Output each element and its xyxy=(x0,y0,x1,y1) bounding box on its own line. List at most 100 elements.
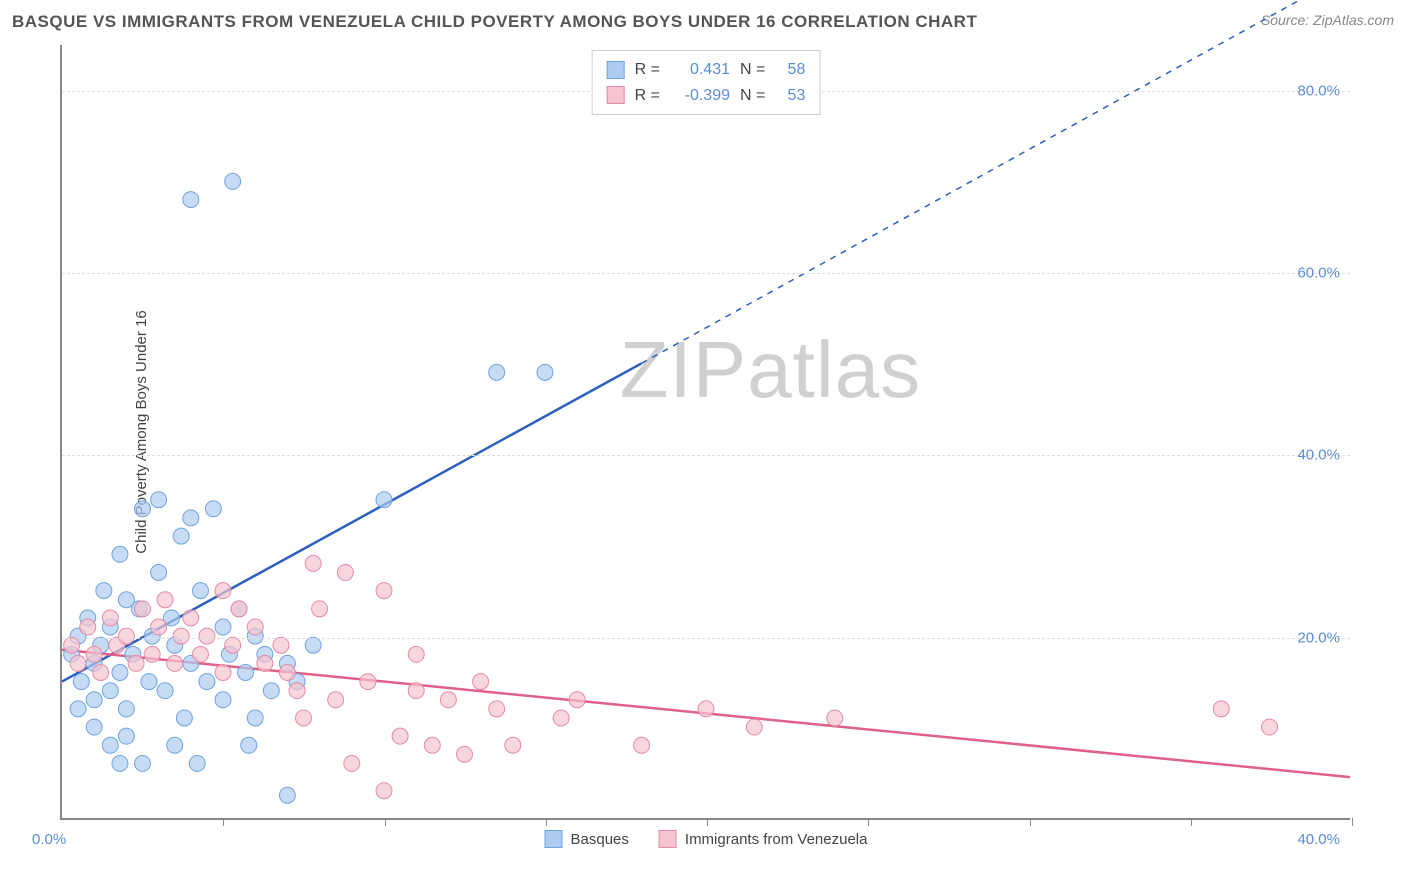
data-point xyxy=(86,692,102,708)
source-attribution: Source: ZipAtlas.com xyxy=(1261,12,1394,28)
x-tick xyxy=(1191,818,1192,826)
data-point xyxy=(263,683,279,699)
data-point xyxy=(225,637,241,653)
n-label: N = xyxy=(740,57,765,83)
data-point xyxy=(205,501,221,517)
x-tick xyxy=(707,818,708,826)
data-point xyxy=(96,583,112,599)
data-point xyxy=(183,510,199,526)
data-point xyxy=(505,737,521,753)
data-point xyxy=(1262,719,1278,735)
gridline xyxy=(62,273,1350,274)
x-tick xyxy=(868,818,869,826)
data-point xyxy=(151,564,167,580)
data-point xyxy=(634,737,650,753)
data-point xyxy=(199,674,215,690)
data-point xyxy=(141,674,157,690)
data-point xyxy=(167,655,183,671)
data-point xyxy=(70,701,86,717)
x-tick xyxy=(223,818,224,826)
data-point xyxy=(440,692,456,708)
x-tick xyxy=(385,818,386,826)
x-tick xyxy=(546,818,547,826)
legend-swatch xyxy=(659,830,677,848)
data-point xyxy=(279,665,295,681)
header: BASQUE VS IMMIGRANTS FROM VENEZUELA CHIL… xyxy=(12,12,1394,32)
data-point xyxy=(86,646,102,662)
chart-title: BASQUE VS IMMIGRANTS FROM VENEZUELA CHIL… xyxy=(12,12,977,32)
r-label: R = xyxy=(635,83,660,109)
n-value: 53 xyxy=(775,83,805,109)
data-point xyxy=(337,564,353,580)
data-point xyxy=(360,674,376,690)
r-value: -0.399 xyxy=(670,83,730,109)
data-point xyxy=(118,728,134,744)
legend-label: Basques xyxy=(571,831,629,848)
legend-item: Basques xyxy=(545,830,629,848)
legend-swatch xyxy=(545,830,563,848)
data-point xyxy=(392,728,408,744)
data-point xyxy=(199,628,215,644)
legend-label: Immigrants from Venezuela xyxy=(685,831,868,848)
data-point xyxy=(305,555,321,571)
data-point xyxy=(135,601,151,617)
data-point xyxy=(257,655,273,671)
data-point xyxy=(241,737,257,753)
data-point xyxy=(64,637,80,653)
data-point xyxy=(183,192,199,208)
data-point xyxy=(225,173,241,189)
x-tick xyxy=(1030,818,1031,826)
legend-item: Immigrants from Venezuela xyxy=(659,830,868,848)
data-point xyxy=(457,746,473,762)
data-point xyxy=(489,364,505,380)
stats-row: R = -0.399 N = 53 xyxy=(607,83,806,109)
data-point xyxy=(289,683,305,699)
data-point xyxy=(231,601,247,617)
n-label: N = xyxy=(740,83,765,109)
data-point xyxy=(215,583,231,599)
data-point xyxy=(376,583,392,599)
data-point xyxy=(746,719,762,735)
data-point xyxy=(305,637,321,653)
data-point xyxy=(151,492,167,508)
data-point xyxy=(118,628,134,644)
data-point xyxy=(215,665,231,681)
data-point xyxy=(279,787,295,803)
data-point xyxy=(151,619,167,635)
chart-svg xyxy=(62,45,1350,818)
data-point xyxy=(247,710,263,726)
data-point xyxy=(473,674,489,690)
n-value: 58 xyxy=(775,57,805,83)
data-point xyxy=(192,583,208,599)
gridline xyxy=(62,455,1350,456)
data-point xyxy=(173,628,189,644)
data-point xyxy=(86,719,102,735)
data-point xyxy=(215,692,231,708)
data-point xyxy=(344,755,360,771)
data-point xyxy=(102,683,118,699)
data-point xyxy=(328,692,344,708)
data-point xyxy=(698,701,714,717)
y-tick-label: 80.0% xyxy=(1297,82,1340,99)
data-point xyxy=(167,737,183,753)
series-swatch xyxy=(607,61,625,79)
data-point xyxy=(189,755,205,771)
data-point xyxy=(128,655,144,671)
data-point xyxy=(489,701,505,717)
data-point xyxy=(157,592,173,608)
data-point xyxy=(376,783,392,799)
data-point xyxy=(70,655,86,671)
y-tick-label: 20.0% xyxy=(1297,629,1340,646)
data-point xyxy=(93,665,109,681)
stats-row: R =0.431N =58 xyxy=(607,57,806,83)
data-point xyxy=(569,692,585,708)
y-tick-label: 60.0% xyxy=(1297,264,1340,281)
data-point xyxy=(118,701,134,717)
data-point xyxy=(112,755,128,771)
data-point xyxy=(112,665,128,681)
plot-area: Child Poverty Among Boys Under 16 ZIPatl… xyxy=(60,45,1350,820)
correlation-stats-box: R =0.431N =58R =-0.399N =53 xyxy=(592,50,821,115)
data-point xyxy=(827,710,843,726)
data-point xyxy=(144,646,160,662)
legend: Basques Immigrants from Venezuela xyxy=(545,830,868,848)
